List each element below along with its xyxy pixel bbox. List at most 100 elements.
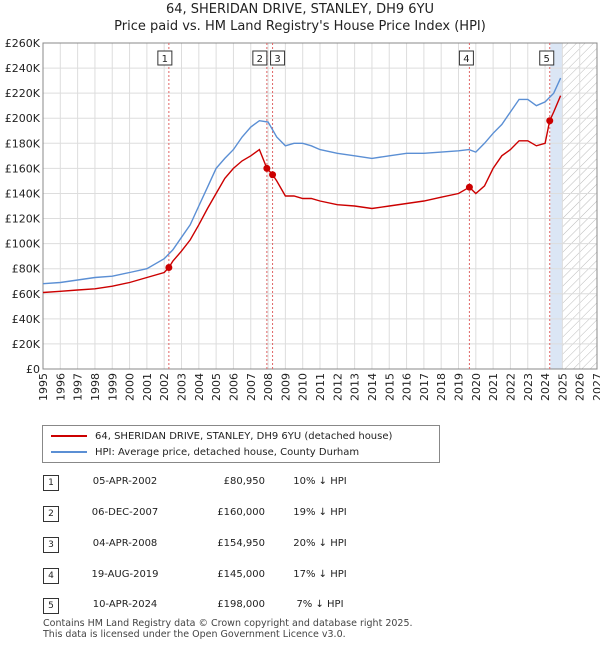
x-tick-label: 1997 xyxy=(72,373,85,401)
footer-line2: This data is licensed under the Open Gov… xyxy=(43,629,346,640)
transaction-price: £80,950 xyxy=(223,476,265,487)
transaction-date: 04-APR-2008 xyxy=(92,538,158,549)
transaction-price: £154,950 xyxy=(217,538,265,549)
table-row: 4 19-AUG-2019 £145,000 17% ↓ HPI xyxy=(0,566,600,586)
x-tick-label: 2007 xyxy=(245,373,258,401)
x-tick-label: 2009 xyxy=(279,373,292,401)
footer-notice: Contains HM Land Registry data © Crown c… xyxy=(43,618,413,640)
sale-label-box xyxy=(157,50,173,66)
transaction-hpi: 19% ↓ HPI xyxy=(293,507,347,518)
transaction-number: 4 xyxy=(43,568,59,584)
sale-point xyxy=(269,171,277,179)
transaction-date: 05-APR-2002 xyxy=(92,476,158,487)
hpi-line xyxy=(42,77,562,285)
sale-label-box xyxy=(458,50,474,66)
sale-label-text: 1 xyxy=(162,54,168,65)
x-tick-label: 2025 xyxy=(556,373,569,401)
transaction-price: £160,000 xyxy=(217,507,265,518)
y-tick-label: £220K xyxy=(5,87,41,100)
table-row: 1 05-APR-2002 £80,950 10% ↓ HPI xyxy=(0,473,600,493)
y-tick-label: £20K xyxy=(12,338,41,351)
x-tick-label: 2002 xyxy=(158,373,171,401)
transaction-number: 5 xyxy=(43,598,59,614)
y-tick-label: £240K xyxy=(5,62,41,75)
y-tick-label: £80K xyxy=(12,263,41,276)
legend-label-hpi: HPI: Average price, detached house, Coun… xyxy=(95,446,360,458)
legend-swatch-hpi xyxy=(51,451,87,453)
transaction-number: 3 xyxy=(43,537,59,553)
table-row: 3 04-APR-2008 £154,950 20% ↓ HPI xyxy=(0,535,600,555)
plot-frame xyxy=(42,42,598,370)
x-tick-label: 2014 xyxy=(366,373,379,401)
x-tick-label: 2003 xyxy=(176,373,189,401)
y-tick-label: £200K xyxy=(5,112,41,125)
x-tick-label: 2022 xyxy=(504,373,517,401)
chart-title-line2: Price paid vs. HM Land Registry's House … xyxy=(114,19,486,34)
property-line xyxy=(42,95,562,294)
y-tick-label: £0 xyxy=(26,363,40,376)
sale-point xyxy=(263,164,271,172)
sale-label-text: 5 xyxy=(544,54,550,65)
x-tick-label: 2012 xyxy=(331,373,344,401)
chart-legend: 64, SHERIDAN DRIVE, STANLEY, DH9 6YU (de… xyxy=(42,425,440,463)
sale-point xyxy=(546,117,554,125)
x-tick-label: 2000 xyxy=(124,373,137,401)
table-row: 2 06-DEC-2007 £160,000 19% ↓ HPI xyxy=(0,504,600,524)
y-tick-label: £120K xyxy=(5,213,41,226)
x-tick-label: 2016 xyxy=(401,373,414,401)
transaction-hpi: 17% ↓ HPI xyxy=(293,569,347,580)
sale-label-box xyxy=(252,50,268,66)
price-chart: £0 £20K £40K £60K £80K £100K £120K £140K £160K £1… xyxy=(5,37,600,401)
x-tick-label: 2024 xyxy=(539,373,552,401)
y-tick-label: £160K xyxy=(5,162,41,175)
x-tick-label: 2001 xyxy=(141,373,154,401)
x-tick-label: 1996 xyxy=(54,373,67,401)
x-tick-label: 2015 xyxy=(383,373,396,401)
legend-item-hpi: HPI: Average price, detached house, Coun… xyxy=(43,444,439,460)
x-tick-label: 2017 xyxy=(418,373,431,401)
x-tick-label: 2010 xyxy=(297,373,310,401)
transaction-date: 10-APR-2024 xyxy=(92,599,158,610)
forecast-shade xyxy=(550,43,563,369)
sale-label-box xyxy=(539,50,555,66)
sale-label-text: 3 xyxy=(274,54,280,65)
x-tick-label: 2005 xyxy=(210,373,223,401)
x-tick-label: 2020 xyxy=(470,373,483,401)
x-tick-label: 2011 xyxy=(314,373,327,401)
y-tick-label: £60K xyxy=(12,288,41,301)
chart-title-line1: 64, SHERIDAN DRIVE, STANLEY, DH9 6YU xyxy=(165,2,435,17)
x-tick-label: 2021 xyxy=(487,373,500,401)
transaction-date: 19-AUG-2019 xyxy=(91,569,159,580)
x-tick-label: 1999 xyxy=(106,373,119,401)
x-tick-label: 2004 xyxy=(193,373,206,401)
y-tick-label: £260K xyxy=(5,37,41,50)
sale-label-text: 2 xyxy=(257,54,263,65)
x-tick-label: 1998 xyxy=(89,373,102,401)
x-tick-label: 2013 xyxy=(349,373,362,401)
transaction-number: 2 xyxy=(43,506,59,522)
sale-label-box xyxy=(270,50,286,66)
x-tick-label: 2023 xyxy=(522,373,535,401)
y-tick-label: £180K xyxy=(5,137,41,150)
sale-point xyxy=(165,264,173,272)
transaction-hpi: 20% ↓ HPI xyxy=(293,538,347,549)
x-tick-label: 1995 xyxy=(37,373,50,401)
sale-point xyxy=(465,183,473,191)
sale-label-text: 4 xyxy=(463,54,469,65)
legend-swatch-property xyxy=(51,435,87,437)
table-row: 5 10-APR-2024 £198,000 7% ↓ HPI xyxy=(0,596,600,616)
legend-label-property: 64, SHERIDAN DRIVE, STANLEY, DH9 6YU (de… xyxy=(95,430,393,442)
y-tick-label: £140K xyxy=(5,187,41,200)
transaction-date: 06-DEC-2007 xyxy=(91,507,159,518)
transaction-price: £198,000 xyxy=(217,599,265,610)
x-tick-label: 2019 xyxy=(453,373,466,401)
transaction-price: £145,000 xyxy=(217,569,265,580)
y-tick-label: £40K xyxy=(12,313,41,326)
transaction-number: 1 xyxy=(43,475,59,491)
transaction-hpi: 7% ↓ HPI xyxy=(296,599,344,610)
x-tick-label: 2026 xyxy=(574,373,587,401)
x-tick-label: 2018 xyxy=(435,373,448,401)
x-tick-label: 2006 xyxy=(227,373,240,401)
legend-item-property: 64, SHERIDAN DRIVE, STANLEY, DH9 6YU (de… xyxy=(43,428,439,444)
transaction-hpi: 10% ↓ HPI xyxy=(293,476,347,487)
